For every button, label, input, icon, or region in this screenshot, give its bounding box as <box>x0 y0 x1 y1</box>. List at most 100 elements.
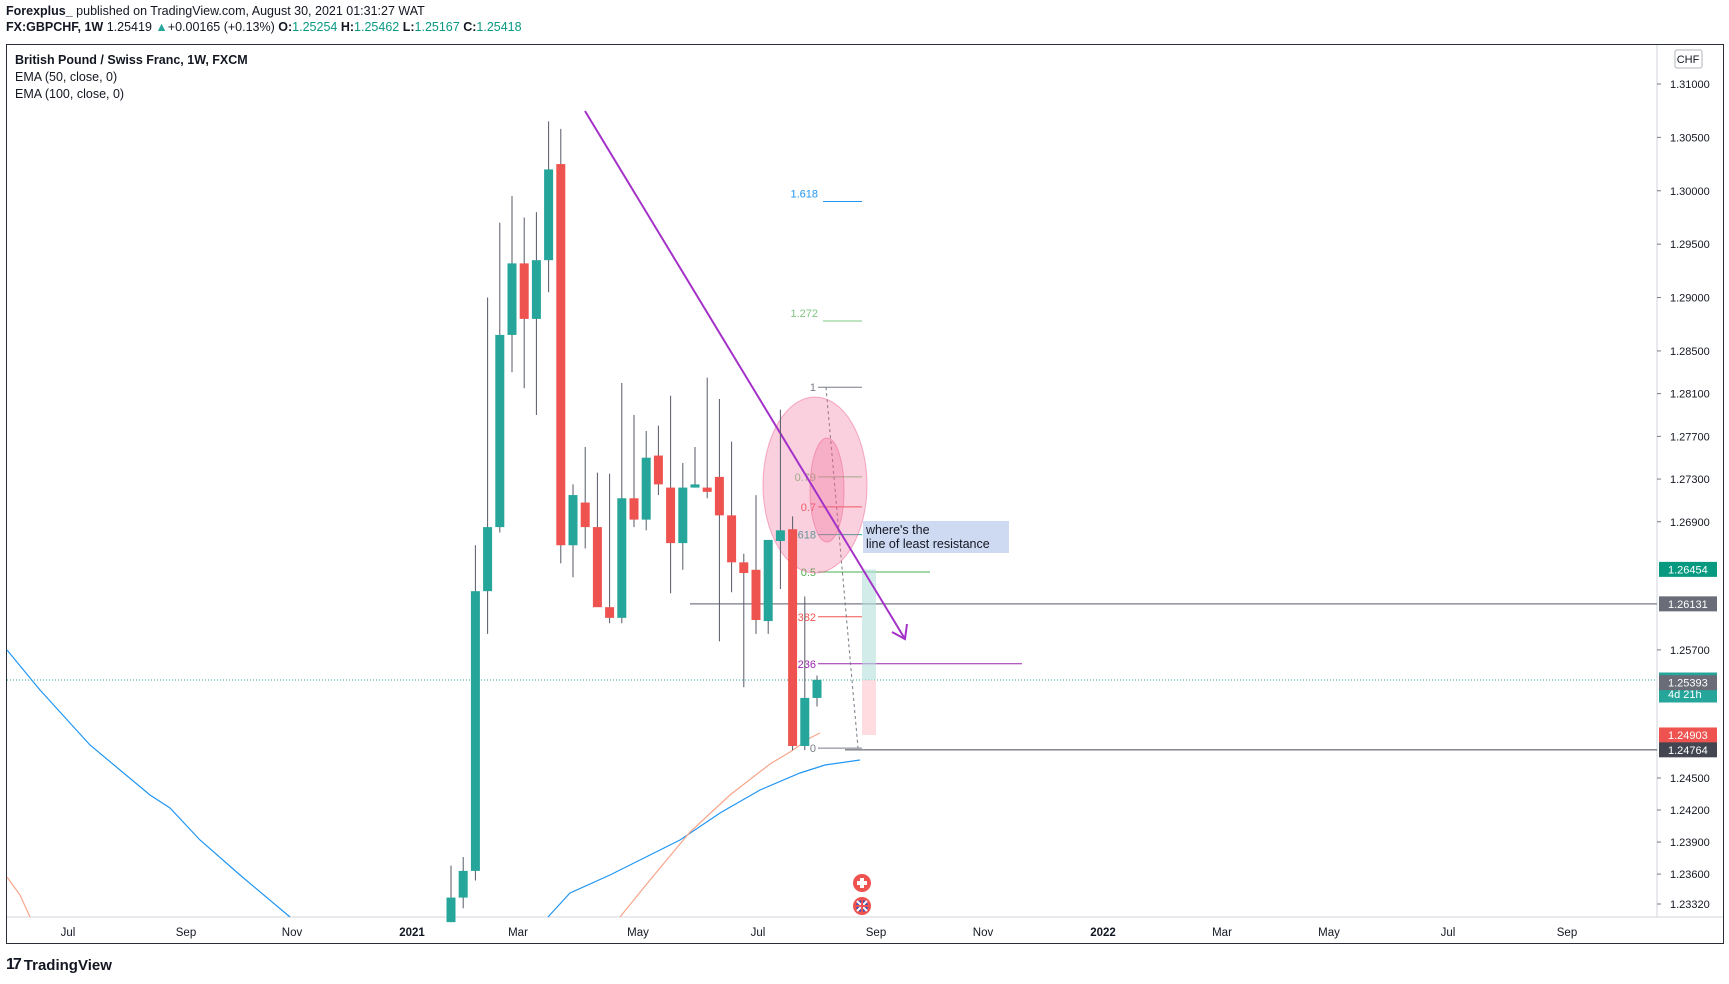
ema50-legend[interactable]: EMA (50, close, 0) <box>15 70 118 84</box>
candle[interactable] <box>775 409 785 590</box>
legend-title[interactable]: British Pound / Swiss Franc, 1W, FXCM <box>15 53 248 67</box>
ema50-line[interactable] <box>6 732 821 918</box>
candle-body <box>592 527 602 608</box>
last-price: 1.25419 <box>106 20 152 34</box>
candle[interactable] <box>531 212 541 415</box>
candle[interactable] <box>592 472 602 608</box>
y-axis-label: 1.23900 <box>1670 837 1710 849</box>
candle[interactable] <box>666 395 676 594</box>
candle-body <box>714 476 724 516</box>
price-label-badge[interactable]: 1.26454 <box>1659 561 1717 577</box>
candle-body <box>483 527 493 592</box>
fib-level-label: 0 <box>810 743 816 755</box>
target-zone-box[interactable] <box>862 569 876 680</box>
price-label-bg <box>1659 675 1717 691</box>
tradingview-logo-icon: 17 <box>6 956 22 973</box>
price-label-badge[interactable]: 1.25393 <box>1659 675 1717 691</box>
candle-body <box>629 498 639 520</box>
y-axis-label: 1.23600 <box>1670 869 1710 881</box>
brand-name: TradingView <box>23 956 112 974</box>
fib-extension-label: 1.272 <box>790 308 818 320</box>
candle[interactable] <box>605 473 615 624</box>
price-label-bg <box>1659 727 1717 743</box>
fib-trend-line[interactable] <box>825 387 859 749</box>
high-label: H: <box>340 20 355 34</box>
candle[interactable] <box>800 596 810 751</box>
candle-body <box>751 569 761 620</box>
candle[interactable] <box>470 545 480 881</box>
candle[interactable] <box>678 463 688 570</box>
candle[interactable] <box>629 414 639 528</box>
y-axis-label: 1.31000 <box>1670 79 1710 91</box>
price-label-badge[interactable]: 1.26131 <box>1659 596 1717 612</box>
currency-label: CHF <box>1677 54 1700 66</box>
ema100-line[interactable] <box>6 649 861 918</box>
y-axis-label: 1.24500 <box>1670 773 1710 785</box>
candle[interactable] <box>641 431 651 531</box>
x-axis-label: May <box>1318 927 1340 939</box>
flag-cross <box>856 900 868 912</box>
candle-body <box>495 334 505 528</box>
candle-body <box>580 502 590 528</box>
candle[interactable] <box>763 539 773 634</box>
candle[interactable] <box>507 196 517 373</box>
candle-body <box>470 591 480 871</box>
tradingview-brand[interactable]: 17 TradingView <box>6 956 112 974</box>
candle-body <box>812 679 822 698</box>
candle[interactable] <box>751 495 761 634</box>
y-axis-label: 1.27300 <box>1670 474 1710 486</box>
annotation-line-1: where's the <box>865 523 930 537</box>
price-label-bg <box>1659 742 1717 758</box>
candle-body <box>458 870 468 898</box>
price-label-countdown: 4d 21h <box>1668 689 1702 701</box>
candle[interactable] <box>727 441 737 593</box>
uk-flag-icon[interactable] <box>853 897 871 915</box>
candle-body <box>531 260 541 319</box>
candle[interactable] <box>458 857 468 909</box>
swiss-flag-icon[interactable] <box>853 874 871 892</box>
ema100-legend[interactable]: EMA (100, close, 0) <box>15 87 125 101</box>
candle[interactable] <box>702 377 712 499</box>
price-label-badge[interactable]: 1.24764 <box>1659 742 1717 758</box>
candle-body <box>678 487 688 544</box>
candle-body <box>775 530 785 541</box>
open-label: O: <box>278 20 293 34</box>
candle[interactable] <box>544 121 554 293</box>
price-label-badge[interactable]: 1.24903 <box>1659 727 1717 743</box>
candle[interactable] <box>714 398 724 642</box>
x-axis-label: Sep <box>176 927 196 939</box>
currency-badge[interactable] <box>1674 49 1703 69</box>
candle[interactable] <box>653 425 663 496</box>
up-arrow-icon: ▲ <box>155 20 168 34</box>
stop-zone-box[interactable] <box>862 679 876 735</box>
cross-part <box>857 881 867 885</box>
candle[interactable] <box>446 865 456 923</box>
annotation-box[interactable] <box>863 521 1009 553</box>
symbol-label: FX:GBPCHF, 1W <box>6 20 104 34</box>
chart-legend: British Pound / Swiss Franc, 1W, FXCM EM… <box>15 52 248 103</box>
candle[interactable] <box>568 484 578 578</box>
y-axis-label: 1.27700 <box>1670 431 1710 443</box>
candle[interactable] <box>788 516 798 751</box>
candle[interactable] <box>580 447 590 549</box>
highlight-ellipse[interactable] <box>762 396 868 574</box>
trend-arrow-line[interactable] <box>584 110 906 640</box>
candle[interactable] <box>690 447 700 488</box>
chart-header: Forexplus_ published on TradingView.com,… <box>6 3 522 35</box>
candle[interactable] <box>483 297 493 634</box>
published-info: published on TradingView.com, August 30,… <box>76 4 425 18</box>
y-axis-label: 1.26900 <box>1670 517 1710 529</box>
price-label-text: 1.24764 <box>1668 745 1708 757</box>
candle[interactable] <box>739 553 749 688</box>
candle[interactable] <box>495 222 505 533</box>
fib-level-label: 0.5 <box>801 567 816 579</box>
candle[interactable] <box>617 382 627 624</box>
author-name[interactable]: Forexplus_ <box>6 4 73 18</box>
candle[interactable] <box>812 675 822 707</box>
highlight-ellipse[interactable] <box>809 437 845 543</box>
price-label-text: 1.26454 <box>1668 564 1708 576</box>
candle[interactable] <box>519 217 529 389</box>
candle[interactable] <box>556 128 566 564</box>
y-axis-label: 1.29000 <box>1670 293 1710 305</box>
